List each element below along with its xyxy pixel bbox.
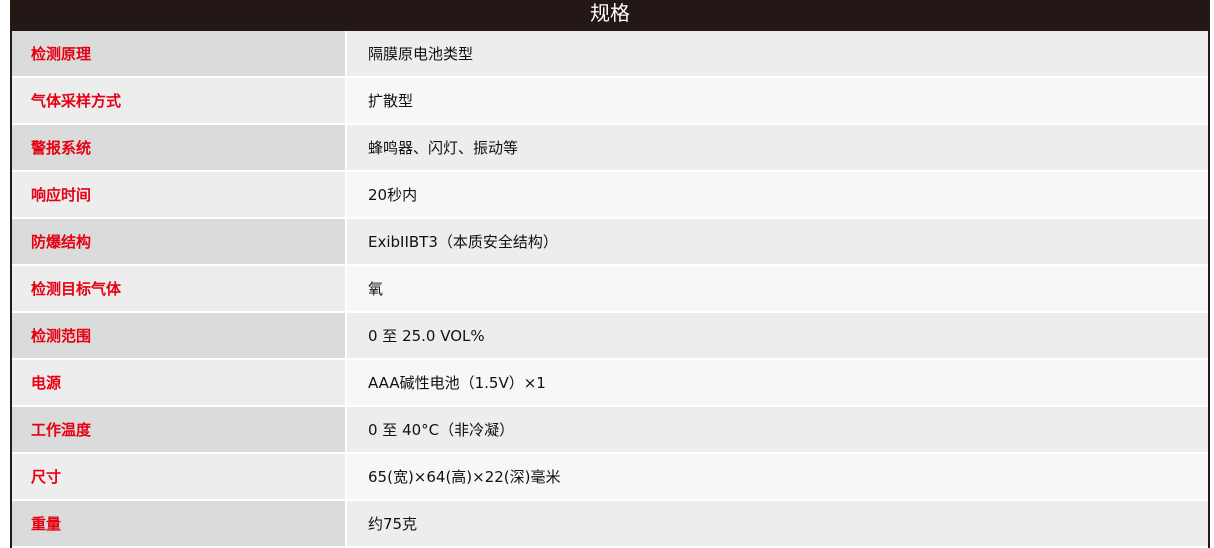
spec-label: 检测范围 bbox=[12, 313, 347, 360]
spec-value: 0 至 40°C（非冷凝） bbox=[347, 407, 1208, 454]
table-row: 警报系统 蜂鸣器、闪灯、振动等 bbox=[12, 125, 1208, 172]
table-row: 重量 约75克 bbox=[12, 501, 1208, 548]
table-row: 气体采样方式 扩散型 bbox=[12, 78, 1208, 125]
spec-value: 隔膜原电池类型 bbox=[347, 31, 1208, 78]
spec-value: AAA碱性电池（1.5V）×1 bbox=[347, 360, 1208, 407]
spec-value: 约75克 bbox=[347, 501, 1208, 548]
spec-value: 氧 bbox=[347, 266, 1208, 313]
spec-table: 检测原理 隔膜原电池类型 气体采样方式 扩散型 警报系统 蜂鸣器、闪灯、振动等 响应时间 20… bbox=[12, 31, 1208, 548]
spec-label: 电源 bbox=[12, 360, 347, 407]
spec-value: 0 至 25.0 VOL% bbox=[347, 313, 1208, 360]
spec-value: 扩散型 bbox=[347, 78, 1208, 125]
table-row: 防爆结构 ExibIIBT3（本质安全结构） bbox=[12, 219, 1208, 266]
spec-label: 尺寸 bbox=[12, 454, 347, 501]
spec-label: 响应时间 bbox=[12, 172, 347, 219]
spec-value: 20秒内 bbox=[347, 172, 1208, 219]
spec-table-container: 规格 检测原理 隔膜原电池类型 气体采样方式 扩散型 警报系统 蜂鸣器、闪灯、振动等 响应时… bbox=[10, 0, 1210, 548]
spec-label: 警报系统 bbox=[12, 125, 347, 172]
spec-label: 重量 bbox=[12, 501, 347, 548]
spec-value: ExibIIBT3（本质安全结构） bbox=[347, 219, 1208, 266]
table-row: 电源 AAA碱性电池（1.5V）×1 bbox=[12, 360, 1208, 407]
table-row: 工作温度 0 至 40°C（非冷凝） bbox=[12, 407, 1208, 454]
spec-value: 65(宽)×64(高)×22(深)毫米 bbox=[347, 454, 1208, 501]
spec-table-title: 规格 bbox=[590, 1, 630, 25]
table-row: 检测范围 0 至 25.0 VOL% bbox=[12, 313, 1208, 360]
spec-label: 检测原理 bbox=[12, 31, 347, 78]
spec-label: 工作温度 bbox=[12, 407, 347, 454]
table-row: 检测目标气体氧 bbox=[12, 266, 1208, 313]
table-row: 响应时间 20秒内 bbox=[12, 172, 1208, 219]
spec-value: 蜂鸣器、闪灯、振动等 bbox=[347, 125, 1208, 172]
table-row: 检测原理 隔膜原电池类型 bbox=[12, 31, 1208, 78]
spec-label: 防爆结构 bbox=[12, 219, 347, 266]
spec-label: 气体采样方式 bbox=[12, 78, 347, 125]
spec-label: 检测目标气体 bbox=[12, 266, 347, 313]
table-row: 尺寸 65(宽)×64(高)×22(深)毫米 bbox=[12, 454, 1208, 501]
